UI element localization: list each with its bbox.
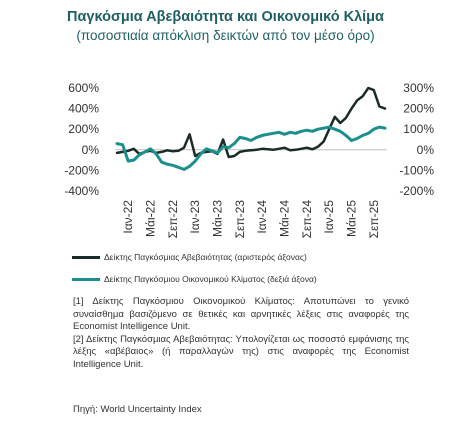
x-axis-tick-label: Ιαν-22 (121, 200, 135, 234)
right-axis-tick-label: 100% (403, 122, 434, 136)
left-axis-tick-label: 200% (68, 122, 99, 136)
x-axis-tick-label: Σεπ-22 (166, 200, 180, 239)
series-line-climate (115, 125, 387, 171)
chart-title: Παγκόσμια Αβεβαιότητα και Οικονομικό Κλί… (67, 9, 384, 25)
source-note: Πηγή: World Uncertainty Index (73, 404, 202, 415)
x-axis-tick-label: Μάι-23 (211, 200, 225, 237)
x-axis-tick-label: Ιαν-23 (188, 200, 202, 234)
right-axis-tick-label: -100% (399, 163, 434, 177)
right-axis-tick-label: 300% (403, 81, 434, 95)
left-axis-tick-label: -400% (64, 184, 99, 198)
right-axis-tick-label: 200% (403, 102, 434, 116)
x-axis-tick-label: Μάι-24 (278, 200, 292, 237)
legend-label-uncertainty: Δείκτης Παγκόσμιας Αβεβαιότητας (αριστερ… (104, 252, 307, 262)
right-axis-tick-label: 0% (417, 143, 435, 157)
x-axis-tick-label: Σεπ-25 (367, 200, 381, 239)
footnote-1: [1] Δείκτης Παγκόσμιου Οικονομικού Κλίμα… (73, 296, 409, 333)
x-axis-tick-label: Μάι-22 (144, 200, 158, 237)
legend-swatch-uncertainty (72, 255, 100, 259)
x-axis-tick-label: Ιαν-24 (255, 200, 269, 234)
x-axis-tick-label: Σεπ-23 (233, 200, 247, 239)
legend-label-climate: Δείκτης Παγκόσμιου Οικονομικού Κλίματος … (104, 274, 317, 284)
x-axis-tick-label: Σεπ-24 (300, 200, 314, 239)
left-axis-tick-label: -200% (64, 163, 99, 177)
footnotes: [1] Δείκτης Παγκόσμιου Οικονομικού Κλίμα… (73, 296, 409, 372)
series-line-uncertainty (115, 86, 387, 159)
footnote-2: [2] Δείκτης Παγκόσμιας Αβεβαιότητας: Υπο… (73, 333, 409, 370)
left-axis-tick-label: 0% (82, 143, 100, 157)
chart-canvas: 600% 400% 200% 0% -200% -400% 300% 200% 100% 0% -1… (64, 81, 435, 239)
legend-item-climate: Δείκτης Παγκόσμιου Οικονομικού Κλίματος … (72, 274, 317, 284)
left-axis-tick-label: 400% (68, 102, 99, 116)
x-axis-tick-label: Ιαν-25 (322, 200, 336, 234)
x-axis-tick-label: Μάι-25 (345, 200, 359, 237)
right-axis-tick-label: -200% (399, 184, 434, 198)
legend-swatch-climate (72, 277, 100, 281)
legend-item-uncertainty: Δείκτης Παγκόσμιας Αβεβαιότητας (αριστερ… (72, 252, 307, 262)
left-axis-tick-label: 600% (68, 81, 99, 95)
chart-subtitle: (ποσοστιαία απόκλιση δεικτών από τον μέσ… (76, 28, 375, 43)
